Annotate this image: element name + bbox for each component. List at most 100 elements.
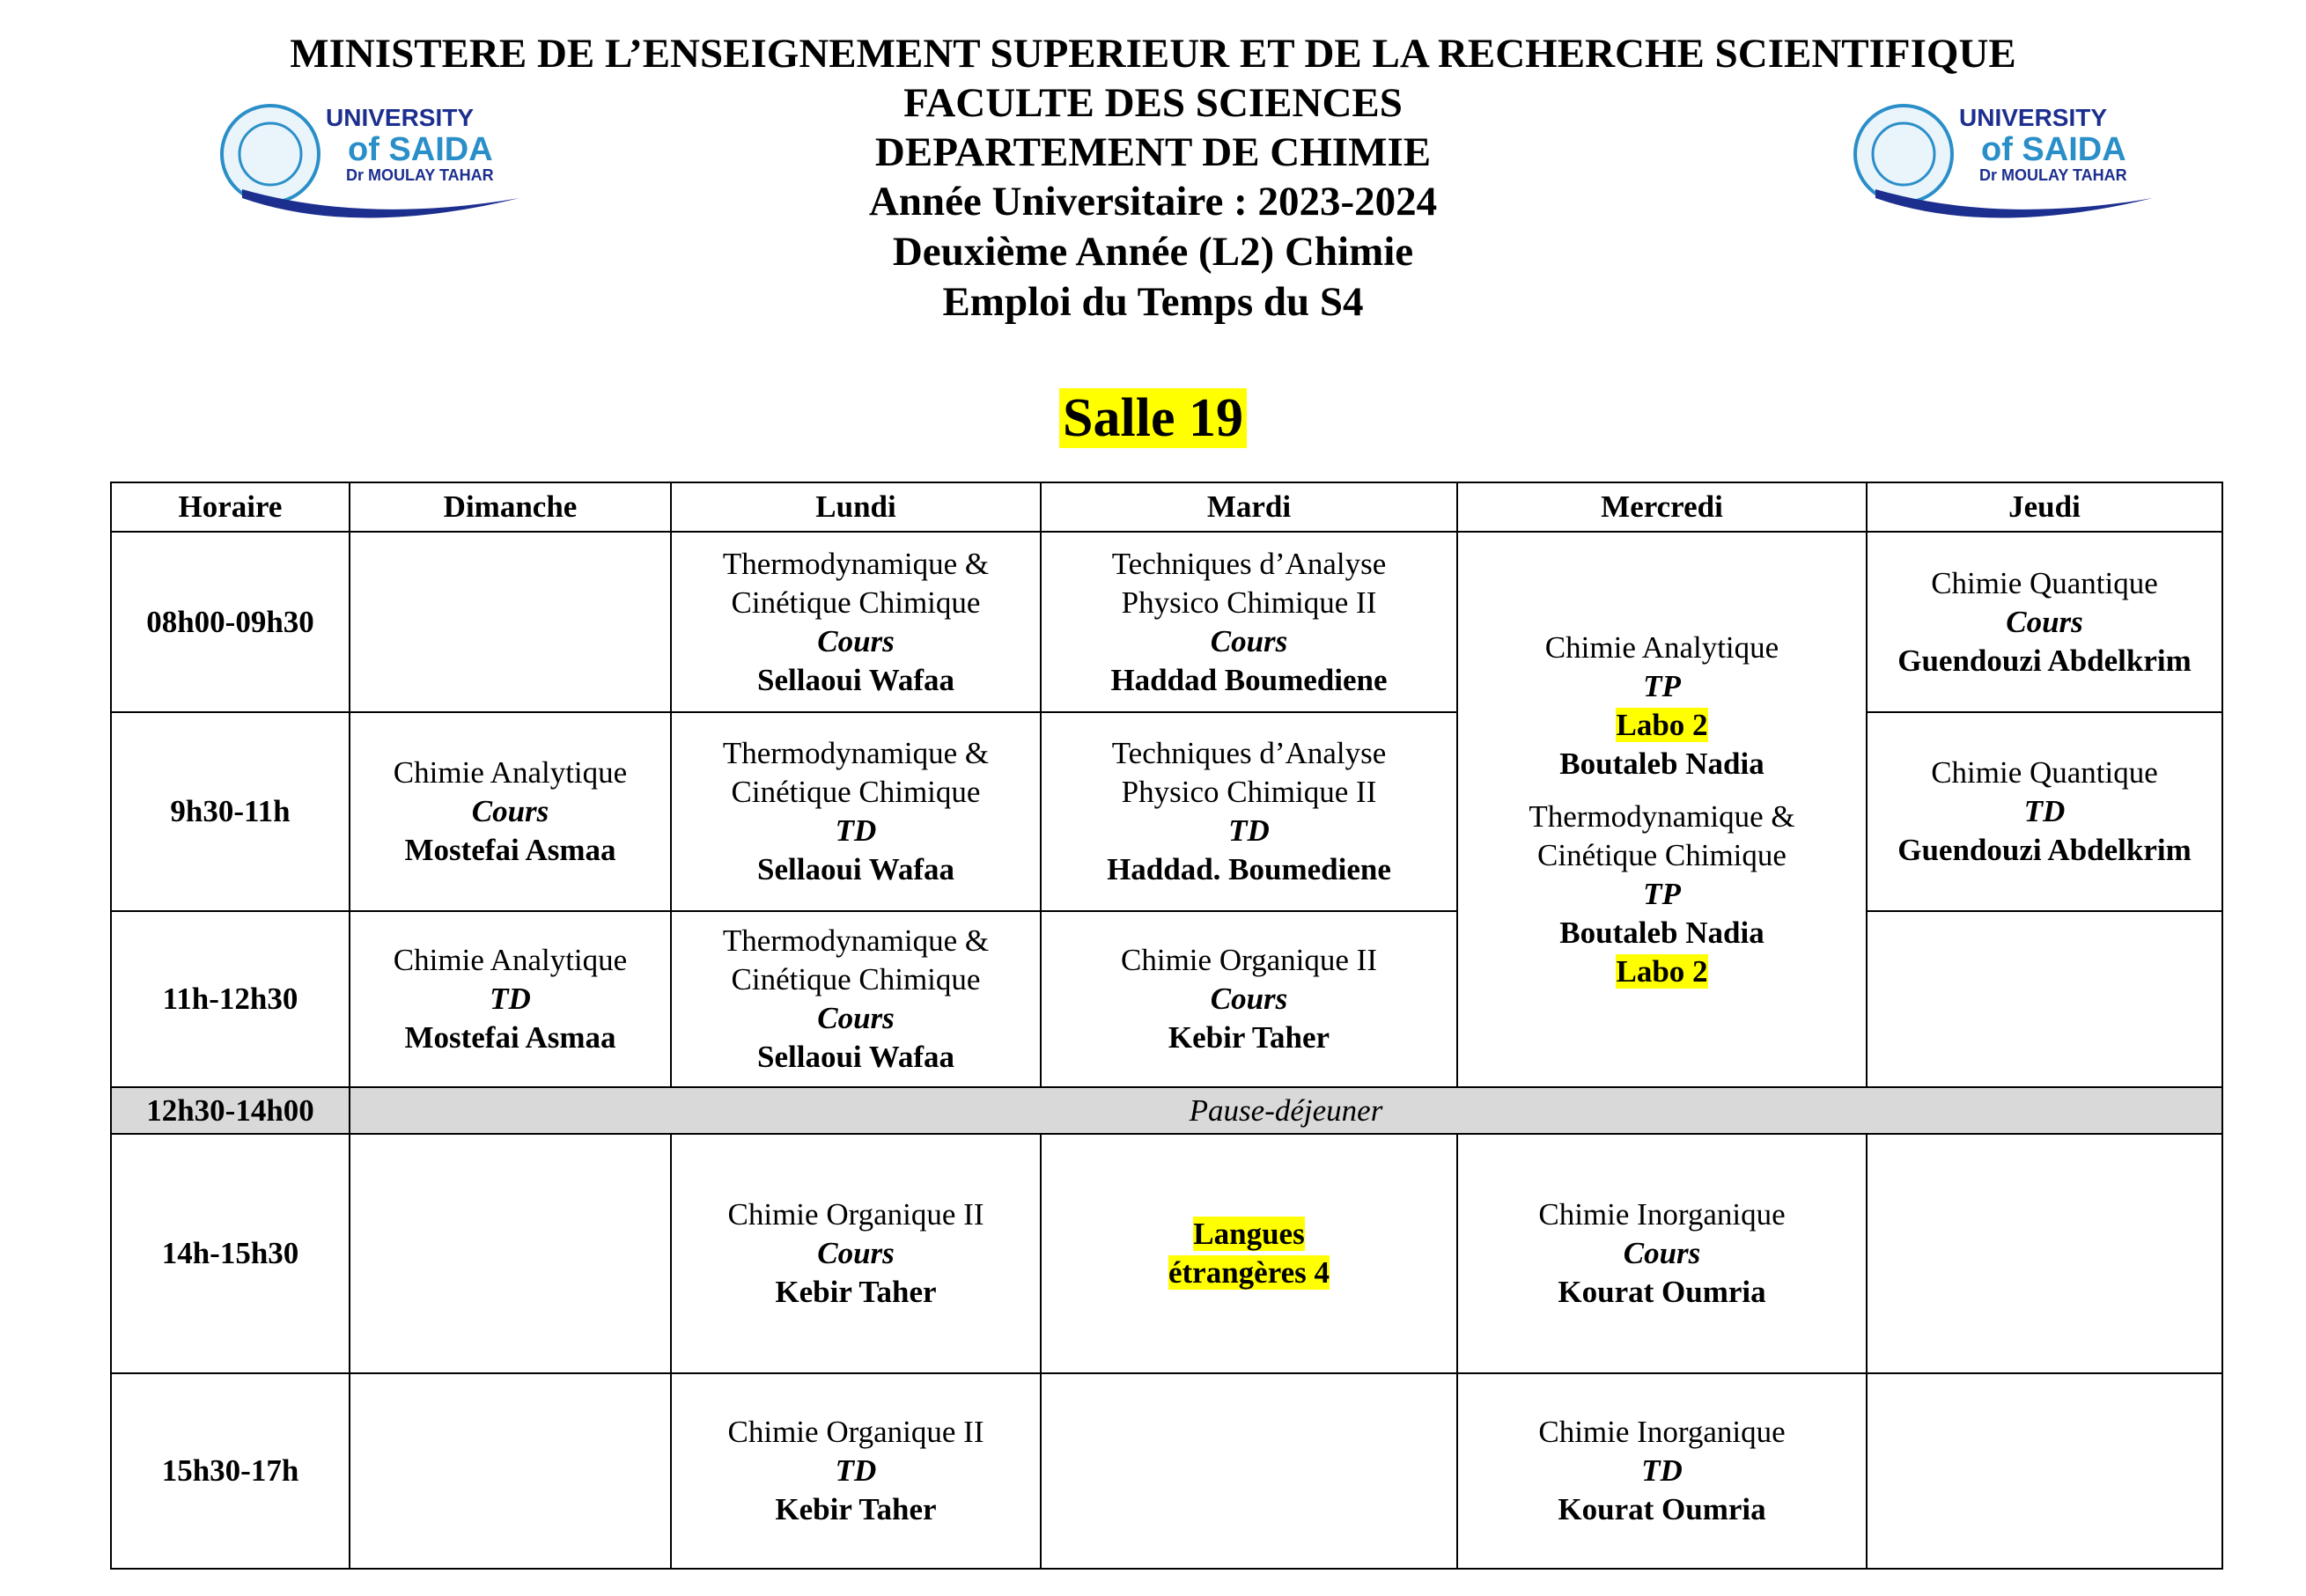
logo: UNIVERSITY of SAIDA Dr MOULAY TAHAR: [220, 104, 519, 218]
row: 08h00-09h30 Thermodynamique & Cinétique C…: [110, 531, 2223, 1088]
line-wrap: étrangères 4: [1042, 1254, 1456, 1292]
time: 12h30-14h00: [110, 1086, 350, 1135]
cell-line: Thermodynamique &: [1529, 798, 1795, 834]
cell-line: Chimie Organique II: [727, 1415, 984, 1449]
cell-line: Mostefai Asmaa: [404, 1020, 616, 1055]
header-row: Horaire Dimanche Lundi Mardi Mercredi Je…: [110, 482, 2223, 533]
cell: Chimie Quantique TD Guendouzi Abdelkrim: [1866, 711, 2223, 912]
column-header: Dimanche: [349, 482, 672, 533]
cell-line: Physico Chimique II: [1121, 585, 1377, 620]
cell: Chimie Organique II TD Kebir Taher: [670, 1372, 1042, 1570]
cell-line: TP: [1643, 876, 1681, 911]
cell-line: TD: [835, 1453, 877, 1488]
header-line: Deuxième Année (L2) Chimie: [892, 229, 1414, 275]
line-wrap: Labo 2: [1458, 952, 1866, 991]
row: 14h-15h30 Chimie Organique II Cours Kebir …: [110, 1133, 2223, 1374]
cell-line: Thermodynamique &: [722, 546, 990, 581]
line-wrap: [1458, 783, 1866, 798]
time: 11h-12h30: [110, 910, 350, 1088]
cell-line: Kourat Oumria: [1558, 1275, 1766, 1309]
cell: Thermodynamique & Cinétique Chimique Cours…: [670, 910, 1042, 1088]
cell: Chimie Inorganique Cours Kourat Oumria: [1456, 1133, 1868, 1374]
cell-line: TD: [2023, 794, 2066, 828]
cell-line: Cours: [817, 1001, 895, 1035]
lunch-note: Pause-déjeuner: [349, 1086, 2223, 1135]
line-wrap: Langues: [1042, 1215, 1456, 1254]
cell-line: Labo 2: [1616, 707, 1708, 742]
cell: [349, 1133, 672, 1374]
cell-line: TP: [1643, 668, 1681, 703]
cell-line: Cours: [2006, 604, 2083, 639]
cell-line: Chimie Quantique: [1931, 755, 2158, 790]
column-header: Mardi: [1040, 482, 1458, 533]
cell-line: Cours: [1210, 623, 1288, 658]
cell-line: TD: [835, 813, 877, 848]
cell-line: Chimie Analytique: [393, 755, 628, 790]
row: 9h30-11h Chimie Analytique Cours Mostefai …: [110, 711, 2223, 912]
column-header: Horaire: [110, 482, 350, 533]
cell-line: Sellaoui Wafaa: [757, 662, 954, 697]
logo: UNIVERSITY of SAIDA Dr MOULAY TAHAR: [1853, 104, 2153, 218]
cell-line: Kebir Taher: [1168, 1020, 1330, 1055]
logo-text: of SAIDA: [1981, 131, 2126, 168]
cell-line: Techniques d’Analyse: [1111, 736, 1387, 770]
cell: Chimie Analytique TD Mostefai Asmaa: [349, 910, 672, 1088]
row: 15h30-17h Chimie Organique II TD Kebir Tah…: [110, 1372, 2223, 1570]
line-wrap: Labo 2: [1458, 706, 1866, 745]
cell-line: Thermodynamique &: [722, 923, 990, 958]
cell-line: TD: [1641, 1453, 1683, 1488]
cell: Chimie Organique II Cours Kebir Taher: [670, 1133, 1042, 1374]
lunch-row: 12h30-14h00 Pause-déjeuner: [110, 1086, 2223, 1135]
row: 11h-12h30 Chimie Analytique TD Mostefai As…: [110, 910, 2223, 1088]
cell: Chimie Inorganique TD Kourat Oumria: [1456, 1372, 1868, 1570]
cell-line: Cours: [1623, 1236, 1701, 1270]
logo-text: Dr MOULAY TAHAR: [1979, 166, 2127, 184]
header-line: DEPARTEMENT DE CHIMIE: [874, 129, 1432, 175]
time: 08h00-09h30: [110, 531, 350, 713]
cell-line: Cours: [817, 623, 895, 658]
cell-line: Haddad. Boumediene: [1107, 852, 1391, 886]
cell-line: Techniques d’Analyse: [1111, 546, 1387, 581]
cell: Techniques d’Analyse Physico Chimique II T…: [1040, 711, 1458, 912]
cell: [349, 1372, 672, 1570]
cell-line: Cours: [817, 1236, 895, 1270]
cell: [1040, 1372, 1458, 1570]
cell-line: Physico Chimique II: [1121, 775, 1377, 809]
cell-line: TD: [1228, 813, 1270, 848]
cell-line: Mostefai Asmaa: [404, 833, 616, 867]
cell-line: Cinétique Chimique: [731, 962, 981, 997]
cell-line: Cinétique Chimique: [731, 775, 981, 809]
cell: [1866, 1372, 2223, 1570]
cell: [349, 531, 672, 713]
cell-line: Sellaoui Wafaa: [757, 852, 954, 886]
cell-line: Labo 2: [1616, 953, 1708, 989]
column-header: Jeudi: [1866, 482, 2223, 533]
cell-line: étrangères 4: [1168, 1255, 1330, 1290]
cell: [1866, 910, 2223, 1088]
cell: Chimie Organique II Cours Kebir Taher: [1040, 910, 1458, 1088]
logo-text: Dr MOULAY TAHAR: [346, 166, 494, 184]
cell-line: Chimie Organique II: [727, 1197, 984, 1232]
cell-line: Cinétique Chimique: [731, 585, 981, 620]
logo-text: UNIVERSITY: [326, 104, 474, 131]
header-line: Emploi du Temps du S4: [942, 279, 1364, 325]
cell: Chimie Quantique Cours Guendouzi Abdelkrim: [1866, 531, 2223, 713]
cell-line: Guendouzi Abdelkrim: [1897, 643, 2192, 678]
timetable: Horaire Dimanche Lundi Mardi Mercredi Je…: [110, 482, 2223, 1570]
room-label: Salle 19: [1059, 388, 1247, 448]
cell-line: Guendouzi Abdelkrim: [1897, 833, 2192, 867]
cell-line: Kourat Oumria: [1558, 1492, 1766, 1526]
cell: Techniques d’Analyse Physico Chimique II C…: [1040, 531, 1458, 713]
cell-line: Haddad Boumediene: [1110, 662, 1388, 697]
logo-text: of SAIDA: [348, 131, 493, 168]
time: 14h-15h30: [110, 1133, 350, 1374]
cell-line: TD: [490, 982, 531, 1016]
cell: Thermodynamique & Cinétique Chimique TD Sel…: [670, 711, 1042, 912]
cell-line: Chimie Quantique: [1931, 565, 2158, 600]
cell-line: Langues: [1193, 1217, 1305, 1251]
column-header: Mercredi: [1456, 482, 1868, 533]
cell-line: Kebir Taher: [775, 1492, 937, 1526]
cell-line: Thermodynamique &: [722, 736, 990, 770]
cell-line: Kebir Taher: [775, 1275, 937, 1309]
